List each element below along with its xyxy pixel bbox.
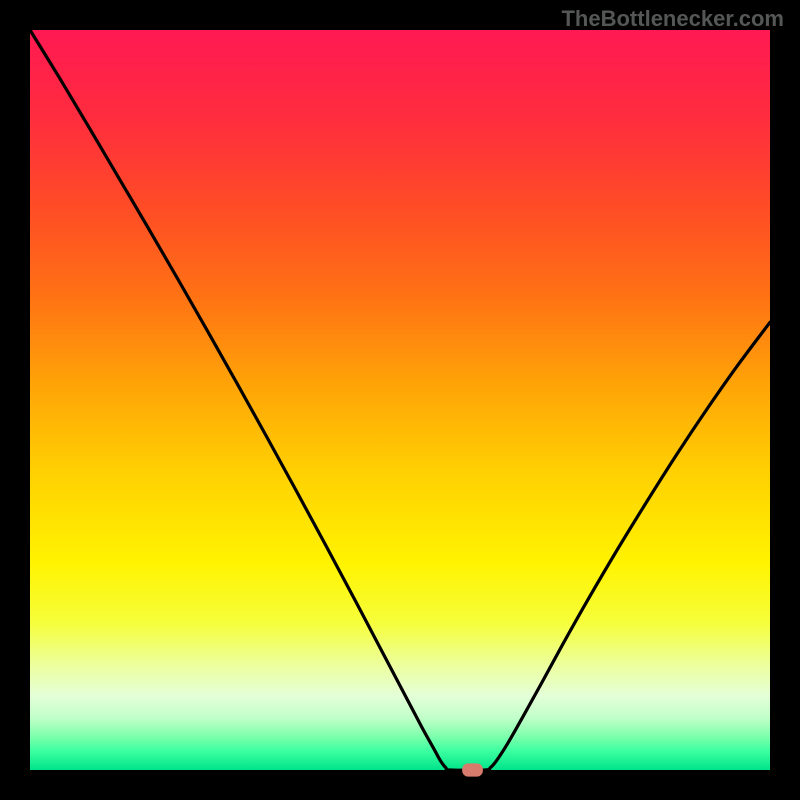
bottleneck-chart (0, 0, 800, 800)
optimal-point-marker (462, 763, 483, 776)
watermark-text: TheBottlenecker.com (561, 6, 784, 32)
chart-canvas: TheBottlenecker.com (0, 0, 800, 800)
chart-gradient-background (30, 30, 770, 770)
